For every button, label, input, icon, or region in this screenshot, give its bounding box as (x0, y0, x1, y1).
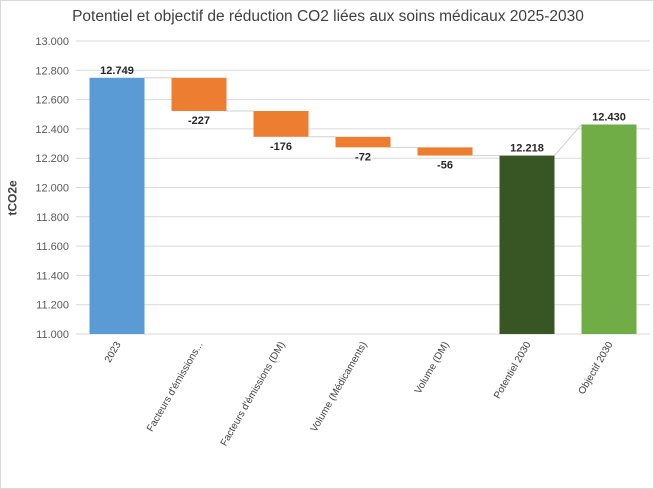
x-tick-label: Facteurs d'émissions (DM) (219, 340, 288, 448)
bar-1 (171, 77, 227, 112)
y-tick-label: 12.800 (35, 65, 69, 77)
data-label: 12.218 (510, 143, 544, 155)
data-label: -227 (188, 115, 210, 127)
x-tick-label: Potentiel 2030 (492, 340, 534, 401)
x-tick-label: Volume (Médicaments) (309, 340, 370, 434)
data-label: -72 (355, 151, 371, 163)
bar-2 (253, 111, 309, 137)
y-tick-label: 11.600 (36, 241, 69, 253)
bar-6 (581, 124, 637, 334)
y-tick-label: 11.400 (36, 270, 69, 282)
bar-4 (417, 147, 473, 156)
y-tick-label: 11.200 (36, 300, 69, 312)
chart-title: Potentiel et objectif de réduction CO2 l… (72, 8, 584, 25)
y-tick-label: 12.000 (35, 183, 69, 195)
data-label: -56 (437, 160, 453, 172)
y-tick-label: 12.200 (35, 153, 69, 165)
data-label: -176 (270, 141, 292, 153)
y-tick-label: 11.000 (36, 329, 69, 341)
data-label: 12.430 (592, 112, 626, 124)
bar-0 (89, 77, 145, 335)
y-tick-label: 12.600 (35, 95, 69, 107)
connector-line (554, 124, 582, 156)
x-tick-label: Facteurs d'émissions... (145, 340, 206, 434)
bar-3 (335, 136, 391, 148)
x-tick-label: Objectif 2030 (577, 340, 616, 397)
x-tick-label: Volume (DM) (413, 340, 452, 396)
bar-5 (499, 155, 555, 334)
y-tick-label: 13.000 (35, 36, 69, 48)
x-tick-label: 2023 (103, 340, 124, 365)
data-label: 12.749 (100, 65, 134, 77)
y-tick-label: 12.400 (35, 124, 69, 136)
y-tick-label: 11.800 (36, 212, 69, 224)
